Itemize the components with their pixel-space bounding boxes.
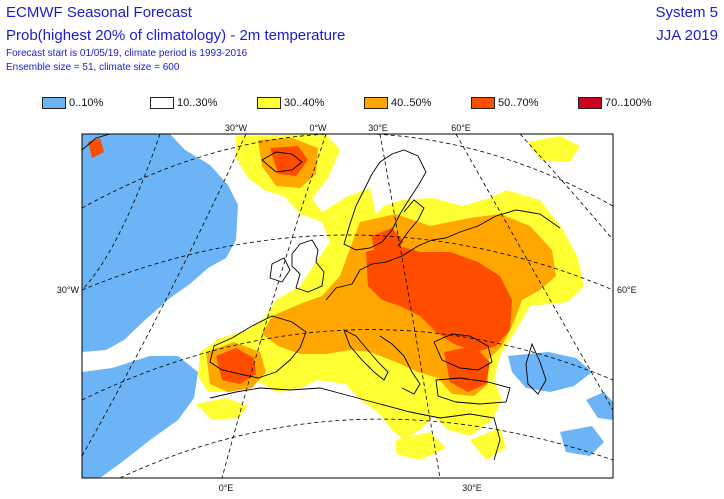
top-tick-label: 60°E	[451, 123, 471, 133]
iberia-yellow-south	[196, 398, 248, 420]
legend-item: 70..100%	[578, 96, 651, 110]
forecast-start-info: Forecast start is 01/05/19, climate peri…	[6, 48, 248, 59]
top-tick-label: 30°W	[225, 123, 248, 133]
bottom-tick-label: 0°E	[219, 483, 234, 493]
iberia-coast	[209, 315, 307, 379]
legend-swatch	[364, 97, 388, 109]
parallel-line	[119, 418, 613, 478]
scandinavia-red-area	[372, 228, 404, 256]
greenland-red-patch	[88, 138, 104, 158]
norway-coast	[343, 149, 427, 251]
coastlines	[82, 134, 561, 461]
greenland-coast	[82, 134, 111, 151]
legend-item: 0..10%	[42, 96, 103, 110]
ensemble-size-info: Ensemble size = 51, climate size = 600	[6, 62, 180, 73]
legend-item: 50..70%	[471, 96, 538, 110]
turkey-coast	[435, 377, 511, 405]
legend-swatch	[42, 97, 66, 109]
legend-label: 70..100%	[605, 97, 652, 109]
legend-item: 30..40%	[257, 96, 324, 110]
legend-item: 10..30%	[150, 96, 217, 110]
left-tick-label: 30°W	[57, 285, 80, 295]
title-main: ECMWF Seasonal Forecast	[6, 4, 192, 21]
right-tick-label: 60°E	[617, 285, 637, 295]
map-frame	[81, 133, 614, 479]
eastsea-blue-area	[586, 392, 613, 420]
parallel-line	[82, 234, 613, 291]
north-africa-coast	[209, 387, 501, 461]
top-tick-label: 30°E	[368, 123, 388, 133]
legend-label: 10..30%	[177, 97, 218, 109]
parallel-line	[82, 329, 613, 401]
iceland-red-area	[270, 146, 308, 176]
graticule	[82, 134, 613, 478]
system-label: System 5	[655, 4, 718, 21]
bottom-tick-label: 30°E	[462, 483, 482, 493]
meridian-line	[519, 134, 613, 241]
black-sea-coast	[433, 333, 493, 371]
axis-labels: 30°W 0°W 30°E 60°E 30°W 60°E 0°E 30°E	[57, 123, 637, 493]
caspian-blue-area	[508, 352, 592, 392]
baltic-coast	[397, 199, 425, 247]
legend-label: 30..40%	[284, 97, 325, 109]
probability-legend: 0..10% 10..30% 30..40% 40..50% 50..70% 7…	[0, 96, 724, 112]
legend-swatch	[578, 97, 602, 109]
title-variable: Prob(highest 20% of climatology) - 2m te…	[6, 27, 346, 44]
europe-mainland-coast	[325, 209, 561, 301]
legend-label: 40..50%	[391, 97, 432, 109]
legend-swatch	[471, 97, 495, 109]
legend-label: 0..10%	[69, 97, 104, 109]
egypt-blue-area	[560, 426, 604, 456]
ireland-coast	[269, 257, 291, 283]
britain-coast	[291, 239, 325, 293]
atlantic-blue-area	[82, 134, 238, 352]
north-yellow-patch	[528, 136, 580, 162]
meridian-line	[455, 134, 613, 411]
meridian-line	[221, 134, 327, 478]
east-europe-red-area	[366, 244, 512, 352]
legend-swatch	[150, 97, 174, 109]
meridian-line	[82, 134, 161, 291]
caspian-coast	[525, 342, 547, 395]
map-layers	[82, 134, 613, 478]
legend-item: 40..50%	[364, 96, 431, 110]
legend-label: 50..70%	[498, 97, 539, 109]
meridian-line	[379, 134, 441, 478]
legend-swatch	[257, 97, 281, 109]
top-tick-label: 0°W	[309, 123, 327, 133]
italy-coast	[343, 329, 389, 381]
levant-yellow	[470, 428, 506, 460]
season-label: JJA 2019	[656, 27, 718, 44]
iceland-coast	[261, 151, 303, 173]
balkan-coast	[379, 335, 421, 395]
